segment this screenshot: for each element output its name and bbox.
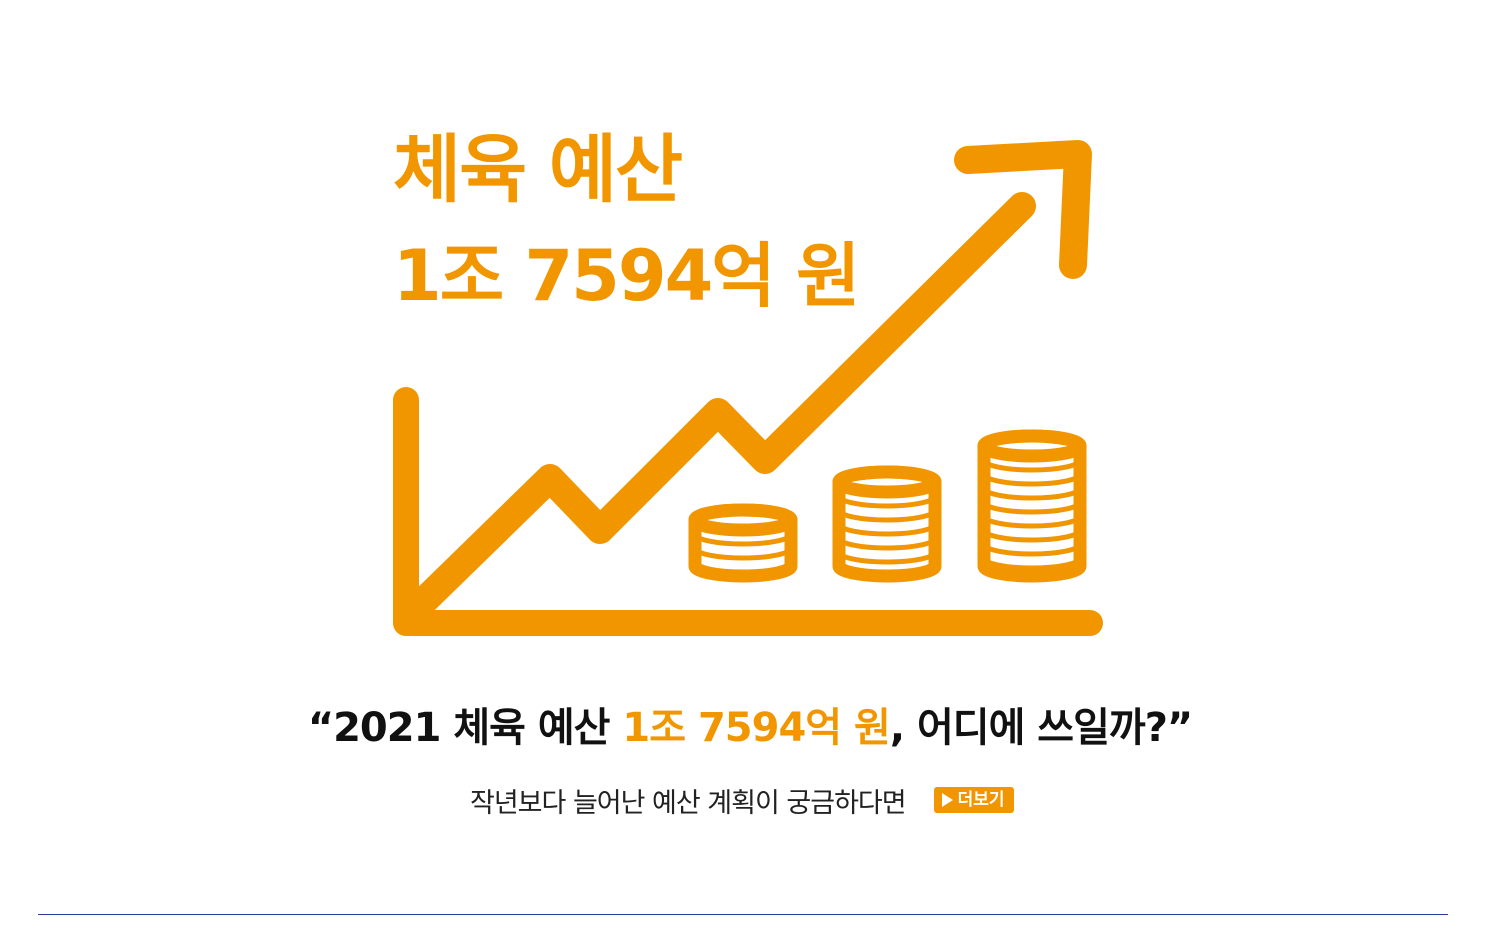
coin-ridge	[981, 501, 1083, 515]
coin-ridge	[836, 509, 938, 523]
budget-growth-illustration	[393, 140, 1103, 636]
coin-ridge	[692, 547, 794, 561]
coin-top	[688, 503, 798, 537]
question-text: “2021 체육 예산 1조 7594억 원, 어디에 쓰일까?”	[0, 698, 1500, 758]
coin-ridge	[981, 515, 1083, 529]
coin-ridge	[836, 537, 938, 551]
coin-ridge	[981, 557, 1083, 571]
more-button[interactable]: 더보기	[933, 787, 1014, 813]
coin-ridge	[981, 473, 1083, 487]
bottom-divider	[38, 914, 1448, 915]
headline-amount: 1조 7594억 원	[393, 235, 860, 317]
coin-ridge	[981, 543, 1083, 557]
headline-title: 체육 예산	[393, 127, 683, 213]
coin-ridge	[981, 459, 1083, 473]
question-prefix: “2021 체육 예산	[307, 705, 623, 751]
coin-ridge	[692, 533, 794, 547]
coin-ridge	[981, 487, 1083, 501]
coin-stack-icon	[977, 429, 1087, 583]
subline: 작년보다 늘어난 예산 계획이 궁금하다면 더보기	[470, 778, 1014, 822]
coin-stack-icon	[832, 465, 942, 583]
coin-ridge	[836, 495, 938, 509]
coin-ridge	[981, 529, 1083, 543]
arrow-head-icon	[954, 140, 1092, 279]
coin-ridge	[836, 523, 938, 537]
question-suffix: , 어디에 쓰일까?”	[889, 705, 1193, 751]
more-button-label: 더보기	[957, 790, 1005, 810]
trend-arrow-icon	[411, 192, 1036, 614]
coin-top	[832, 465, 942, 499]
coin-stack-icon	[688, 503, 798, 583]
chart-axis-icon	[393, 387, 1103, 636]
coin-top	[977, 429, 1087, 463]
coin-ridge	[836, 551, 938, 565]
subline-text: 작년보다 늘어난 예산 계획이 궁금하다면	[470, 787, 907, 819]
play-icon	[941, 793, 953, 807]
question-highlight: 1조 7594억 원	[622, 705, 890, 751]
